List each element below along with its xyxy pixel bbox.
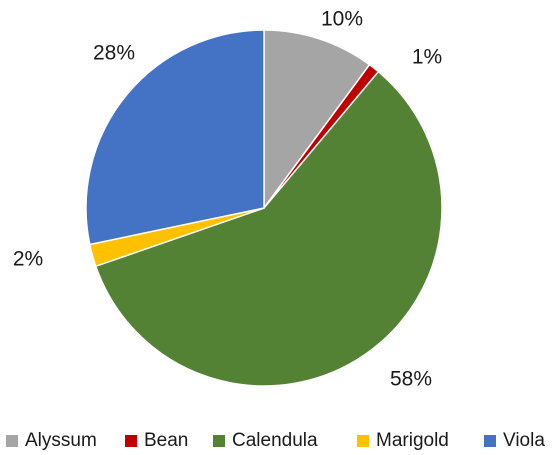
data-label-bean: 1%: [412, 46, 442, 69]
data-label-alyssum: 10%: [321, 8, 363, 31]
legend-swatch-calendula: [213, 435, 225, 447]
legend-swatch-bean: [125, 435, 137, 447]
data-labels: 10% 1% 58% 2% 28%: [13, 8, 442, 391]
data-label-calendula: 58%: [390, 368, 432, 391]
pie-slice-alyssum: [263, 29, 371, 211]
legend-swatch-marigold: [357, 435, 369, 447]
legend-swatch-viola: [484, 435, 496, 447]
legend-label-bean: Bean: [144, 430, 188, 451]
pie-slice-calendula: [94, 70, 443, 387]
legend-label-marigold: Marigold: [376, 430, 449, 451]
legend: Alyssum Bean Calendula Marigold Viola: [6, 430, 545, 451]
legend-label-alyssum: Alyssum: [25, 430, 97, 451]
data-label-viola: 28%: [93, 42, 135, 65]
data-label-marigold: 2%: [13, 248, 43, 271]
pie-slice-viola: [85, 29, 265, 246]
legend-label-viola: Viola: [503, 430, 545, 451]
pie-slices: [85, 29, 443, 387]
legend-label-calendula: Calendula: [232, 430, 318, 451]
legend-swatch-alyssum: [6, 435, 18, 447]
